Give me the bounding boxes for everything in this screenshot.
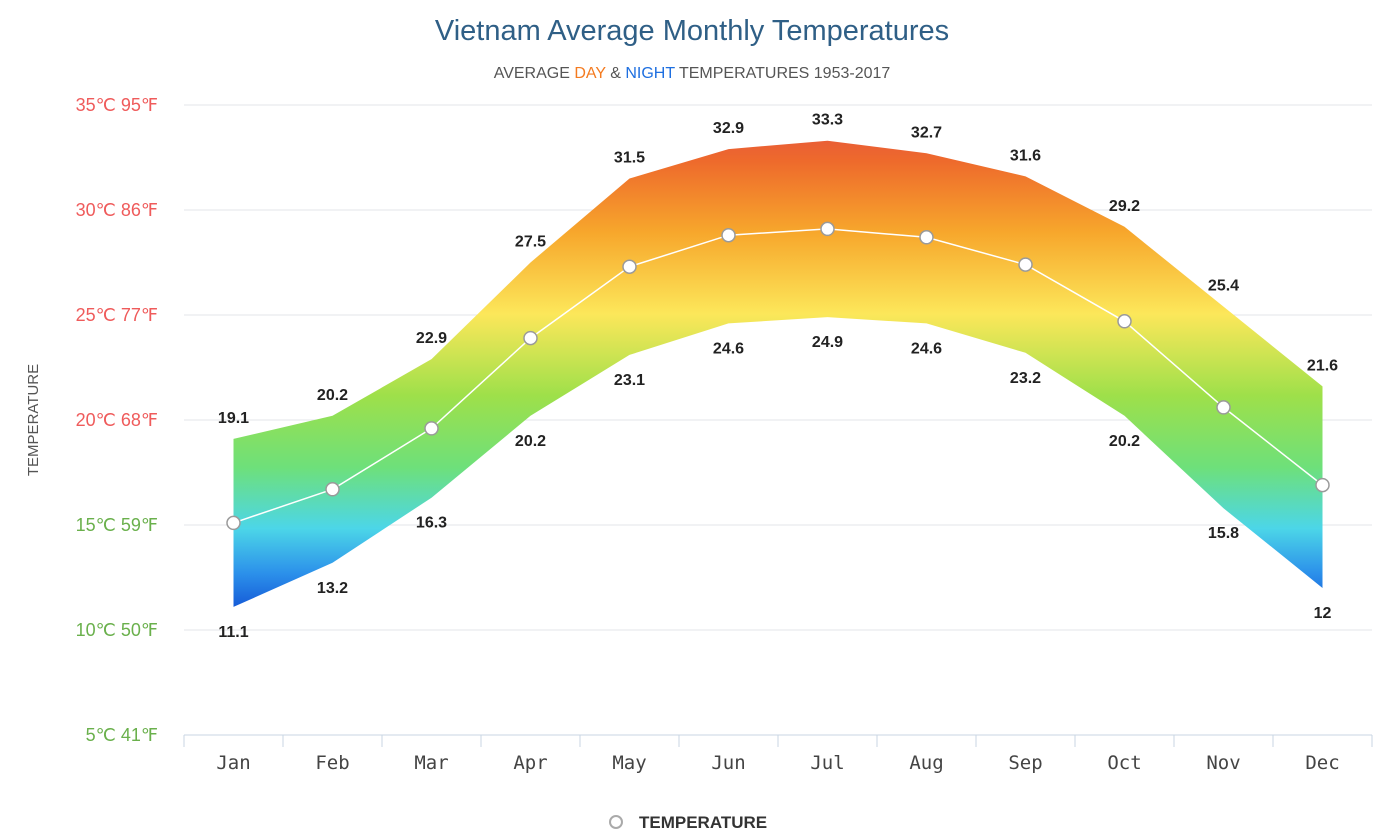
day-value-label: 20.2 <box>317 387 348 404</box>
x-tick-label: Mar <box>414 752 448 774</box>
night-value-label: 24.9 <box>812 334 843 351</box>
temperature-point[interactable] <box>1018 257 1033 272</box>
day-value-label: 32.9 <box>713 120 744 137</box>
y-tick-label: 15℃ 59℉ <box>76 515 158 535</box>
night-value-label: 24.6 <box>911 340 942 357</box>
day-value-label: 33.3 <box>812 112 843 129</box>
temperature-point[interactable] <box>1315 477 1330 493</box>
night-value-label: 13.2 <box>317 580 348 597</box>
x-tick-label: Nov <box>1206 752 1240 774</box>
x-tick-label: Jan <box>216 752 250 774</box>
temperature-range-area <box>233 140 1323 607</box>
subtitle-day: DAY <box>574 65 606 82</box>
subtitle-suffix: TEMPERATURES 1953-2017 <box>675 65 891 82</box>
temperature-point[interactable] <box>820 221 835 237</box>
day-value-label: 29.2 <box>1109 198 1140 215</box>
y-tick-label: 25℃ 77℉ <box>76 305 158 325</box>
night-value-label: 23.2 <box>1010 370 1041 387</box>
temperature-point[interactable] <box>226 515 241 531</box>
temperature-point[interactable] <box>1117 314 1132 329</box>
x-tick-label: Feb <box>315 752 349 774</box>
day-value-label: 32.7 <box>911 124 942 141</box>
x-tick-label: Apr <box>513 752 547 774</box>
night-value-label: 12 <box>1314 605 1332 622</box>
data-labels: 19.1 20.2 22.9 27.5 31.5 32.9 33.3 32.7 31.6 29.2… <box>218 112 1338 641</box>
temperature-point[interactable] <box>325 482 340 497</box>
day-night-range-area <box>233 140 1323 607</box>
legend-label: TEMPERATURE <box>639 813 767 832</box>
y-axis-ticks: 35℃ 95℉ 30℃ 86℉ 25℃ 77℉ 20℃ 68℉ 15℃ 59℉ 10℃ 5… <box>76 95 158 745</box>
night-value-label: 23.1 <box>614 372 645 389</box>
night-value-label: 11.1 <box>218 624 248 641</box>
subtitle-amp: & <box>606 65 626 82</box>
x-axis: Jan Feb Mar Apr May Jun Jul Aug Sep Oct Nov Dec <box>183 734 1373 774</box>
temperature-point[interactable] <box>622 259 637 274</box>
x-tick-label: May <box>612 752 646 774</box>
temperature-point[interactable] <box>523 330 538 346</box>
y-axis-label: TEMPERATURE <box>25 364 42 476</box>
x-tick-label: Aug <box>909 752 943 774</box>
night-value-label: 20.2 <box>1109 433 1140 450</box>
chart-subtitle: AVERAGE DAY & NIGHT TEMPERATURES 1953-20… <box>494 65 891 82</box>
day-value-label: 19.1 <box>218 410 249 427</box>
temperature-point[interactable] <box>1216 400 1231 415</box>
y-tick-label: 5℃ 41℉ <box>86 725 158 745</box>
temperature-line <box>233 228 1323 524</box>
x-tick-label: Jul <box>810 752 844 774</box>
night-value-label: 20.2 <box>515 433 546 450</box>
y-tick-label: 20℃ 68℉ <box>76 410 158 430</box>
y-tick-label: 30℃ 86℉ <box>76 200 158 220</box>
night-value-label: 24.6 <box>713 340 744 357</box>
day-value-label: 25.4 <box>1208 278 1239 295</box>
temperature-point[interactable] <box>721 227 736 243</box>
chart-title: Vietnam Average Monthly Temperatures <box>435 15 949 47</box>
subtitle-night: NIGHT <box>625 65 675 82</box>
temperature-point[interactable] <box>424 421 439 436</box>
subtitle-prefix: AVERAGE <box>494 65 575 82</box>
legend[interactable]: TEMPERATURE <box>609 813 767 832</box>
day-value-label: 21.6 <box>1307 357 1338 374</box>
x-tick-label: Oct <box>1107 752 1141 774</box>
night-value-label: 15.8 <box>1208 525 1239 542</box>
night-value-label: 16.3 <box>416 515 447 532</box>
x-tick-label: Dec <box>1305 752 1339 774</box>
legend-marker-icon <box>609 815 623 829</box>
day-value-label: 31.6 <box>1010 147 1041 164</box>
x-tick-label: Jun <box>711 752 745 774</box>
day-value-label: 22.9 <box>416 330 447 347</box>
day-value-label: 27.5 <box>515 234 546 251</box>
day-value-label: 31.5 <box>614 150 645 167</box>
temperature-point[interactable] <box>919 230 934 245</box>
y-tick-label: 10℃ 50℉ <box>76 620 158 640</box>
x-tick-label: Sep <box>1008 752 1042 774</box>
temperature-line-series <box>226 221 1330 531</box>
y-tick-label: 35℃ 95℉ <box>76 95 158 115</box>
